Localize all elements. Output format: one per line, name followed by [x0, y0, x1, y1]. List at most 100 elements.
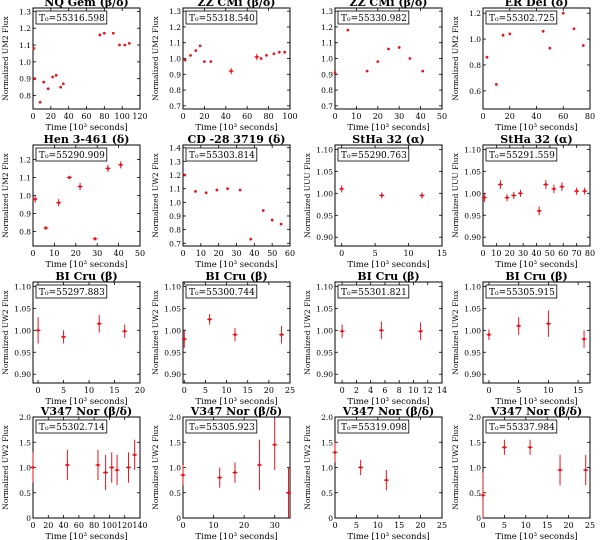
- data-point: [93, 237, 97, 241]
- y-tick-label: 1.2: [19, 155, 31, 164]
- y-tick-label: 0.95: [464, 348, 481, 357]
- y-tick-label: 0.8: [321, 86, 333, 95]
- x-tick-label: 60: [285, 249, 295, 258]
- data-point: [482, 196, 486, 200]
- data-point: [420, 194, 424, 197]
- x-axis-label: Time [10³ seconds]: [195, 532, 277, 540]
- annotation-label: T₀=55297.883: [39, 288, 105, 298]
- x-tick-label: 120: [132, 112, 147, 121]
- data-point: [582, 337, 586, 341]
- panel-title: ZZ CMi (β/δ): [198, 0, 276, 9]
- panel-16: V347 Nor (β/δ) T₀=55337.984 0 5 10 15 20 25 0 0.5…: [451, 405, 595, 540]
- y-tick-label: 1.0: [321, 55, 333, 64]
- data-point: [233, 471, 237, 474]
- annotation-box: [485, 284, 558, 299]
- data-point: [183, 173, 187, 177]
- annotation-label: T₀=55301.821: [341, 288, 407, 298]
- data-point: [102, 31, 106, 35]
- data-point: [226, 187, 229, 191]
- y-tick-label: 0.8: [169, 226, 181, 235]
- data-point: [255, 55, 259, 59]
- y-tick-label: 0: [476, 514, 481, 523]
- data-point: [182, 337, 186, 341]
- y-tick-label: 1.10: [464, 282, 481, 291]
- y-tick-label: 1.0: [19, 192, 31, 201]
- data-point: [110, 466, 114, 469]
- annotation-label: T₀=55316.598: [39, 14, 105, 24]
- data-point: [32, 47, 36, 50]
- data-point: [259, 57, 263, 60]
- data-point: [33, 197, 37, 201]
- x-tick-label: 15: [437, 249, 447, 258]
- data-point: [96, 463, 100, 467]
- y-tick-label: 0.8: [169, 86, 181, 95]
- panel-title: StHa 32 (α): [352, 133, 424, 146]
- y-tick-label: 0.95: [14, 348, 31, 357]
- y-tick-label: 1.05: [316, 304, 333, 313]
- x-axis-label: Time [10³ seconds]: [195, 260, 277, 270]
- data-point: [36, 328, 40, 332]
- x-tick-label: 20: [416, 521, 426, 530]
- x-axis-label: Time [10³ seconds]: [347, 397, 429, 407]
- data-point: [537, 209, 541, 213]
- data-point: [277, 50, 281, 54]
- data-point: [485, 55, 489, 59]
- x-tick-label: 30: [92, 249, 102, 258]
- panel-5: Hen 3-461 (δ) T₀=55290.909 0 10 20 30 40 50 0.8 0…: [1, 133, 145, 270]
- y-tick-label: 1.00: [316, 326, 333, 335]
- y-axis-label: Normalized UW2 Flux: [451, 289, 460, 374]
- x-tick-label: 0: [480, 249, 485, 258]
- data-point: [541, 29, 545, 33]
- panel-title: V347 Nor (β/δ): [190, 405, 282, 418]
- y-tick-label: 0.5: [169, 489, 181, 498]
- data-point: [508, 32, 512, 36]
- x-tick-label: 140: [132, 521, 147, 530]
- x-tick-label: 0: [180, 112, 185, 121]
- data-point: [365, 69, 369, 73]
- x-tick-label: 5: [516, 386, 521, 395]
- x-tick-label: 30: [270, 521, 280, 530]
- panel-11: BI Cru (β) T₀=55301.821 0 2 4 6 8 10 12 14 0.90 0.9…: [303, 270, 447, 407]
- data-point: [198, 44, 202, 48]
- x-axis-label: Time [10³ seconds]: [195, 397, 277, 407]
- y-axis-label: Normalized UM2 Flux: [1, 16, 10, 101]
- x-tick-label: 80: [99, 112, 109, 121]
- x-tick-label: 40: [58, 521, 68, 530]
- y-tick-label: 1.2: [169, 171, 181, 180]
- data-point: [57, 201, 61, 205]
- x-tick-label: 10: [49, 249, 59, 258]
- panel-title: BI Cru (β): [505, 270, 567, 283]
- annotation-label: T₀=55290.909: [39, 151, 105, 161]
- x-tick-label: 20: [564, 521, 574, 530]
- x-tick-label: 15: [109, 386, 119, 395]
- data-point: [584, 468, 588, 472]
- y-tick-label: 0.5: [321, 489, 333, 498]
- data-point: [548, 46, 552, 50]
- annotation-label: T₀=55330.982: [341, 14, 407, 24]
- x-tick-label: 0: [180, 249, 185, 258]
- data-point: [97, 322, 101, 326]
- y-axis-label: Normalized UW2 Flux: [1, 289, 10, 374]
- y-axis-label: Normalized UW2 Flux: [1, 424, 10, 509]
- data-point: [44, 226, 48, 230]
- x-tick-label: 5: [203, 386, 208, 395]
- x-tick-label: 40: [249, 249, 259, 258]
- y-tick-label: 1.00: [164, 326, 181, 335]
- data-point: [379, 328, 383, 332]
- data-point: [581, 44, 585, 47]
- annotation-box: [185, 10, 258, 25]
- annotation-label: T₀=55302.714: [39, 423, 105, 433]
- data-point: [546, 322, 550, 326]
- data-point: [512, 194, 516, 197]
- x-tick-label: 5: [354, 521, 359, 530]
- y-tick-label: 0.90: [164, 370, 181, 379]
- data-point: [561, 11, 565, 15]
- data-point: [283, 50, 287, 54]
- x-tick-label: 0: [486, 386, 491, 395]
- y-tick-label: 1.5: [321, 438, 333, 447]
- y-axis-label: Normalized UM2 Flux: [1, 153, 10, 238]
- x-tick-label: 20: [239, 521, 249, 530]
- x-axis-label: Time [10³ seconds]: [495, 260, 577, 270]
- annotation-label: T₀=55318.540: [189, 14, 255, 24]
